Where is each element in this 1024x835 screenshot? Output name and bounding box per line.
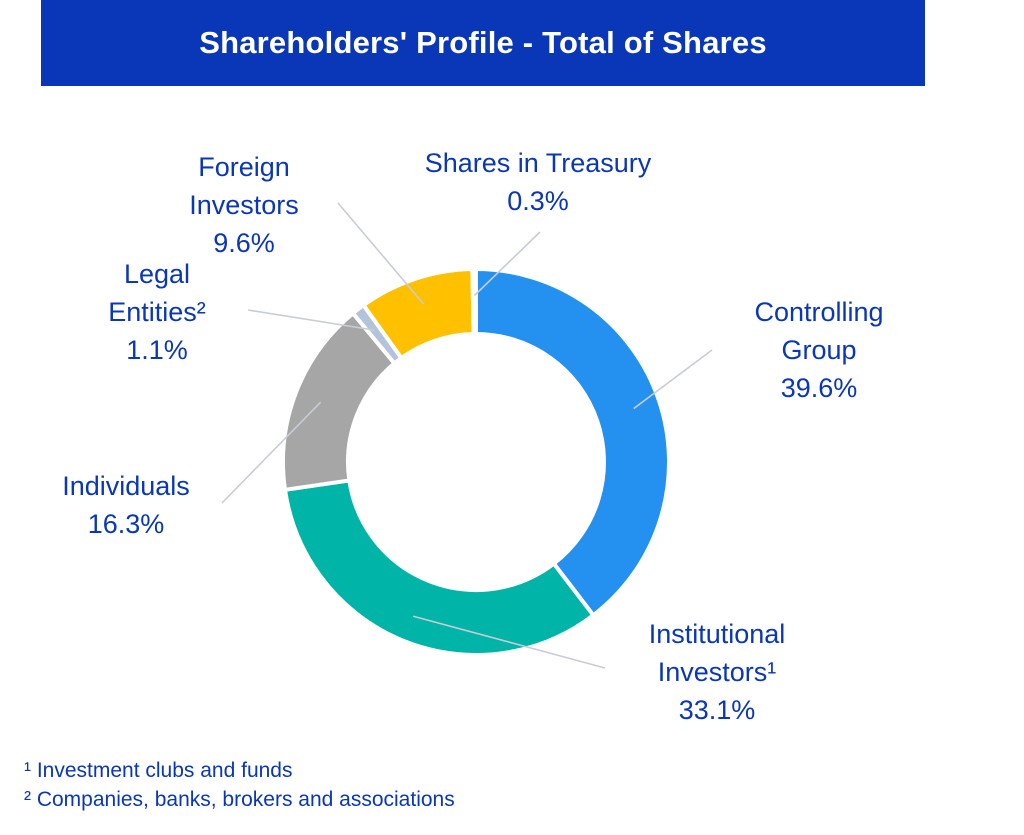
- label-value: 39.6%: [780, 373, 858, 403]
- label-line: Investors¹: [657, 657, 777, 687]
- footnotes: ¹ Investment clubs and funds ² Companies…: [24, 756, 455, 814]
- label-value: 16.3%: [87, 509, 165, 539]
- label-foreign-investors: Foreign Investors 9.6%: [164, 148, 324, 262]
- slice-institutional-investors: [283, 478, 596, 657]
- label-individuals: Individuals 16.3%: [46, 467, 206, 543]
- label-line: Individuals: [62, 471, 190, 501]
- label-line: Controlling: [754, 297, 884, 327]
- label-line: Shares in Treasury: [424, 148, 652, 178]
- chart-title: Shareholders' Profile - Total of Shares: [199, 25, 767, 60]
- label-line: Investors: [189, 190, 299, 220]
- label-value: 33.1%: [678, 695, 756, 725]
- leader-line-institutional-investors: [413, 615, 606, 669]
- label-value: 9.6%: [213, 228, 275, 258]
- leader-line-shares-in-treasury: [473, 231, 541, 297]
- label-line: Entities²: [108, 297, 206, 327]
- label-line: Foreign: [198, 152, 290, 182]
- label-shares-in-treasury: Shares in Treasury 0.3%: [398, 144, 678, 220]
- slice-shares-in-treasury: [470, 266, 478, 337]
- label-institutional-investors: Institutional Investors¹ 33.1%: [623, 615, 811, 729]
- title-bar: Shareholders' Profile - Total of Shares: [41, 0, 925, 86]
- label-line: Legal: [123, 259, 191, 289]
- label-line: Institutional: [648, 619, 786, 649]
- leader-line-legal-entities: [247, 309, 375, 331]
- leader-line-foreign-investors: [337, 202, 425, 305]
- footnote-2: ² Companies, banks, brokers and associat…: [24, 788, 455, 811]
- leader-line-controlling-group: [633, 349, 713, 410]
- slice-controlling-group: [474, 267, 671, 618]
- footnote-1: ¹ Investment clubs and funds: [24, 759, 293, 782]
- label-value: 0.3%: [507, 186, 569, 216]
- label-line: Group: [781, 335, 857, 365]
- label-value: 1.1%: [126, 335, 188, 365]
- label-controlling-group: Controlling Group 39.6%: [739, 293, 899, 407]
- label-legal-entities: Legal Entities² 1.1%: [82, 255, 232, 369]
- leader-line-individuals: [221, 401, 322, 504]
